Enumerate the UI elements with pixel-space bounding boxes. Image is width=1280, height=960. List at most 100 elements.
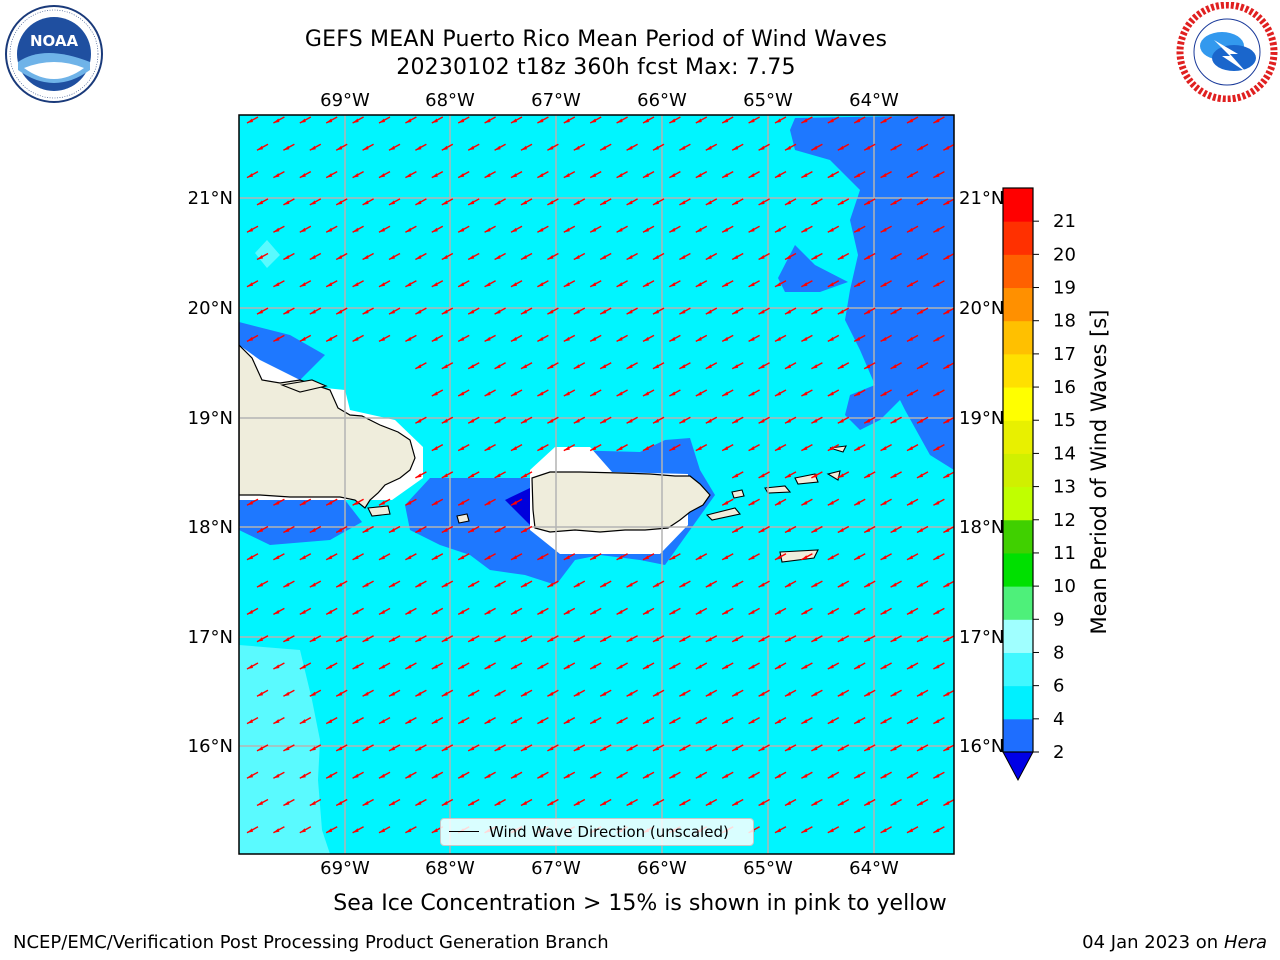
direction-arrow: [801, 280, 813, 288]
field-zone-2-4s-hispaniola-south: [239, 500, 362, 545]
direction-arrow: [880, 334, 892, 343]
direction-arrow: [933, 389, 945, 397]
direction-arrow: [652, 143, 665, 151]
direction-arrow: [325, 280, 338, 288]
direction-arrow: [563, 116, 576, 124]
direction-arrow: [431, 334, 444, 343]
direction-arrow: [933, 334, 945, 343]
direction-arrow: [467, 744, 480, 752]
direction-arrow: [352, 225, 364, 233]
direction-arrow: [748, 225, 760, 233]
direction-arrow: [916, 635, 929, 643]
direction-arrow: [853, 553, 866, 561]
direction-arrow: [880, 389, 892, 397]
direction-arrow: [784, 580, 797, 588]
direction-arrow: [616, 662, 628, 670]
direction-arrow: [906, 662, 919, 670]
direction-arrow: [652, 580, 665, 588]
direction-arrow: [520, 362, 533, 370]
direction-arrow: [784, 252, 797, 261]
direction-arrow: [880, 607, 892, 616]
direction-arrow: [863, 689, 876, 697]
direction-arrow: [378, 170, 391, 179]
direction-arrow: [731, 416, 744, 424]
direction-arrow: [457, 498, 470, 506]
direction-arrow: [933, 771, 945, 779]
direction-arrow: [943, 416, 954, 424]
direction-arrow: [431, 771, 444, 779]
direction-arrow: [863, 744, 876, 752]
direction-arrow: [943, 580, 954, 588]
lat-label-left: 20°N: [188, 298, 233, 319]
direction-arrow: [335, 580, 348, 588]
direction-arrow: [599, 143, 612, 151]
direction-arrow: [652, 252, 665, 261]
direction-arrow: [537, 334, 549, 343]
direction-arrow: [774, 826, 787, 834]
direction-arrow: [510, 553, 523, 561]
direction-arrow: [827, 389, 840, 397]
direction-arrow: [441, 689, 454, 697]
direction-arrow: [599, 307, 612, 315]
direction-arrow: [325, 607, 338, 616]
direction-arrow: [906, 334, 919, 343]
direction-arrow: [811, 416, 823, 424]
direction-arrow: [943, 198, 954, 206]
direction-arrow: [721, 334, 734, 343]
direction-arrow: [494, 198, 506, 206]
direction-arrow: [441, 198, 454, 206]
direction-arrow: [309, 689, 322, 697]
direction-arrow: [563, 607, 576, 616]
direction-arrow: [599, 362, 612, 370]
direction-arrow: [837, 471, 850, 479]
direction-arrow: [811, 252, 823, 261]
direction-arrow: [273, 498, 285, 506]
direction-arrow: [933, 607, 945, 616]
direction-arrow: [484, 170, 496, 179]
colorbar-segment: [1003, 486, 1033, 521]
direction-arrow: [537, 170, 549, 179]
direction-arrow: [246, 826, 259, 834]
direction-arrow: [431, 716, 444, 725]
direction-arrow: [863, 580, 876, 588]
direction-arrow: [520, 416, 533, 424]
direction-arrow: [573, 416, 586, 424]
direction-arrow: [731, 143, 744, 151]
direction-arrow: [256, 252, 269, 261]
direction-arrow: [405, 498, 417, 506]
direction-arrow: [721, 225, 734, 233]
direction-arrow: [616, 771, 628, 779]
direction-arrow: [721, 443, 734, 452]
direction-arrow: [299, 280, 312, 288]
direction-arrow: [943, 689, 954, 697]
direction-arrow: [415, 525, 427, 534]
direction-arrow: [811, 307, 823, 315]
direction-arrow: [273, 334, 285, 343]
direction-arrow: [933, 225, 945, 233]
direction-arrow: [652, 744, 665, 752]
direction-arrow: [537, 443, 549, 452]
direction-arrow: [467, 252, 480, 261]
direction-arrow: [494, 416, 506, 424]
direction-arrow: [589, 116, 602, 124]
direction-arrow: [943, 362, 954, 370]
direction-arrow: [547, 635, 559, 643]
direction-arrow: [599, 416, 612, 424]
lat-label-left: 18°N: [188, 517, 233, 538]
direction-arrow: [378, 280, 391, 288]
direction-arrow: [537, 225, 549, 233]
direction-arrow: [467, 635, 480, 643]
colorbar-segment: [1003, 287, 1033, 322]
direction-arrow: [299, 771, 312, 779]
colorbar-extend-triangle: [1002, 751, 1034, 782]
direction-arrow: [246, 334, 259, 343]
direction-arrow: [811, 362, 823, 370]
direction-arrow: [916, 689, 929, 697]
direction-arrow: [669, 225, 681, 233]
lat-label-right: 18°N: [959, 517, 1004, 538]
direction-arrow: [774, 716, 787, 725]
colorbar-tick-label: 11: [1053, 543, 1076, 564]
direction-arrow: [510, 280, 523, 288]
direction-arrow: [837, 307, 850, 315]
direction-arrow: [494, 525, 506, 534]
